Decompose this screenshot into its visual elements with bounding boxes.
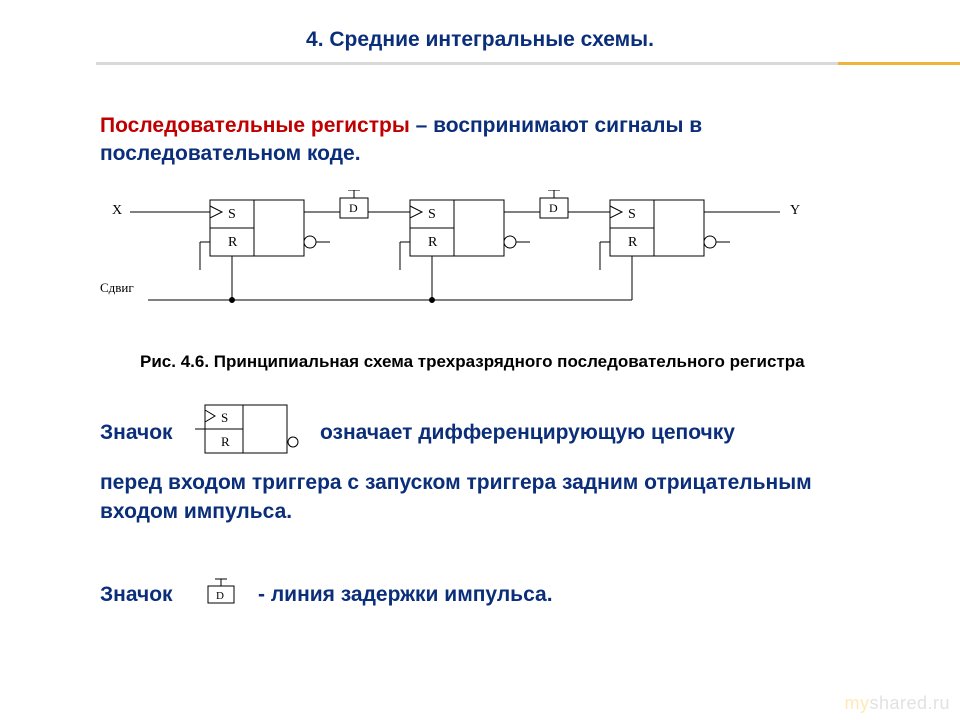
svg-text:D: D	[549, 201, 558, 215]
svg-text:S: S	[428, 207, 436, 222]
icon-desc-1-pre: Значок	[100, 418, 173, 447]
icon-desc-1-para: перед входом триггера с запуском триггер…	[100, 468, 860, 527]
icon-desc-2-post: - линия задержки импульса.	[258, 580, 553, 609]
svg-text:S: S	[221, 410, 228, 425]
rule-right	[838, 62, 960, 65]
label-y: Y	[790, 203, 800, 218]
sr-icon: S R	[195, 400, 305, 465]
svg-text:D: D	[349, 201, 358, 215]
svg-text:S: S	[228, 207, 236, 222]
label-shift: Сдвиг	[100, 280, 134, 295]
label-x: X	[112, 203, 122, 218]
svg-text:R: R	[628, 235, 638, 250]
icon-desc-1-post: означает дифференцирующую цепочку	[320, 418, 735, 447]
svg-text:S: S	[628, 207, 636, 222]
page-title: 4. Средние интегральные схемы.	[0, 28, 960, 52]
svg-text:R: R	[228, 235, 238, 250]
subtitle: Последовательные регистры – воспринимают…	[100, 112, 860, 169]
figure-caption: Рис. 4.6. Принципиальная схема трехразря…	[140, 352, 805, 372]
watermark: myshared.ru	[844, 693, 950, 714]
svg-text:D: D	[216, 590, 224, 602]
watermark-rest: shared.ru	[869, 693, 950, 713]
register-diagram: X Сдвиг S R D	[100, 190, 820, 330]
rule-left	[96, 62, 838, 65]
icon-desc-2-pre: Значок	[100, 580, 173, 609]
subtitle-prefix: Последовательные регистры	[100, 114, 410, 137]
svg-text:R: R	[428, 235, 438, 250]
watermark-my: my	[844, 693, 869, 713]
d-icon: D	[202, 578, 242, 613]
svg-text:R: R	[221, 434, 230, 449]
